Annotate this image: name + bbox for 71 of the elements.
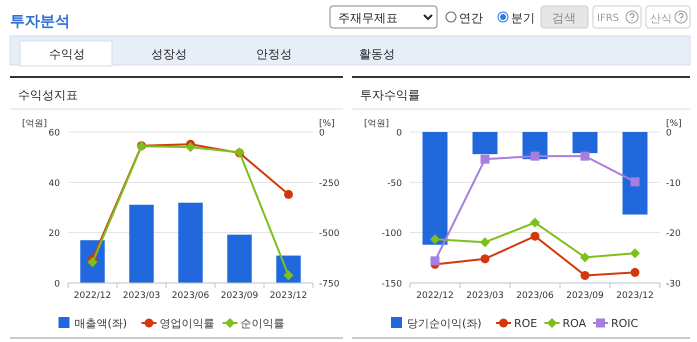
text: 안정성 bbox=[256, 47, 292, 61]
point bbox=[284, 270, 294, 280]
x-tick-label: 2023/09 bbox=[220, 291, 258, 301]
point bbox=[284, 190, 293, 199]
x-tick-label: 2022/12 bbox=[416, 291, 454, 301]
y2-tick-label: -500 bbox=[319, 229, 340, 240]
legend-label: 당기순이익(좌) bbox=[407, 317, 482, 330]
bar bbox=[129, 204, 154, 283]
y-tick-label: 0 bbox=[396, 128, 402, 138]
legend-label: 영업이익률 bbox=[160, 317, 214, 330]
y-tick-label: 40 bbox=[48, 178, 60, 189]
y2-tick-label: -30 bbox=[666, 280, 681, 290]
chart-title: 투자수익률 bbox=[360, 88, 420, 102]
x-tick-label: 2022/12 bbox=[74, 291, 112, 301]
point bbox=[186, 142, 196, 152]
text: 투자분석 bbox=[10, 12, 70, 30]
text: 수익성 bbox=[49, 47, 85, 61]
point bbox=[88, 257, 98, 268]
text: IFRS bbox=[597, 13, 619, 24]
y-axis-title: [억원] bbox=[364, 119, 390, 129]
text: 성장성 bbox=[151, 47, 187, 61]
y2-tick-label: -10 bbox=[666, 178, 681, 189]
point bbox=[430, 234, 440, 244]
point bbox=[430, 256, 440, 266]
x-tick-label: 2023/03 bbox=[466, 291, 504, 301]
point bbox=[630, 177, 640, 186]
bar bbox=[178, 202, 203, 283]
y-tick-label: 20 bbox=[48, 229, 60, 240]
point bbox=[480, 254, 490, 264]
x-tick-label: 2023/12 bbox=[616, 291, 654, 301]
y-tick-label: -100 bbox=[382, 229, 402, 240]
point bbox=[580, 152, 590, 161]
legend-label: ROA bbox=[562, 317, 587, 330]
point bbox=[580, 252, 590, 262]
legend-label: 순이익률 bbox=[240, 317, 284, 330]
x-tick-label: 2023/06 bbox=[516, 291, 554, 301]
point bbox=[630, 248, 640, 258]
legend-label: ROIC bbox=[611, 317, 639, 330]
legend-label: 매출액(좌) bbox=[74, 317, 128, 330]
y2-tick-label: 0 bbox=[319, 128, 325, 138]
point bbox=[480, 154, 490, 164]
legend-label: ROE bbox=[514, 317, 538, 330]
point bbox=[530, 218, 540, 228]
text: 산식 bbox=[650, 12, 672, 25]
text: 분기 bbox=[511, 11, 535, 25]
point bbox=[630, 268, 640, 277]
x-tick-label: 2023/09 bbox=[566, 291, 604, 301]
y-tick-label: -150 bbox=[382, 280, 402, 290]
text: 활동성 bbox=[359, 47, 395, 61]
point bbox=[530, 232, 540, 241]
chart-title: 수익성지표 bbox=[18, 88, 78, 102]
y-tick-label: 0 bbox=[54, 280, 60, 290]
x-tick-label: 2023/03 bbox=[122, 291, 160, 301]
y2-axis-title: [%] bbox=[319, 119, 335, 129]
y2-tick-label: -20 bbox=[666, 229, 681, 240]
bar bbox=[227, 234, 252, 283]
x-tick-label: 2023/12 bbox=[270, 291, 308, 301]
text: 주재무제표 bbox=[338, 11, 398, 25]
y2-tick-label: 0 bbox=[666, 128, 672, 138]
y-tick-label: 60 bbox=[48, 128, 60, 138]
y2-tick-label: -250 bbox=[319, 178, 340, 189]
y-axis-title: [억원] bbox=[22, 119, 48, 129]
text: 검색 bbox=[552, 11, 576, 25]
y-tick-label: -50 bbox=[387, 178, 402, 189]
text: 연간 bbox=[459, 11, 483, 25]
y2-axis-title: [%] bbox=[666, 119, 682, 129]
point bbox=[530, 152, 540, 161]
point bbox=[480, 237, 490, 248]
x-tick-label: 2023/06 bbox=[172, 291, 210, 301]
y2-tick-label: -750 bbox=[319, 280, 340, 290]
point bbox=[580, 270, 590, 280]
